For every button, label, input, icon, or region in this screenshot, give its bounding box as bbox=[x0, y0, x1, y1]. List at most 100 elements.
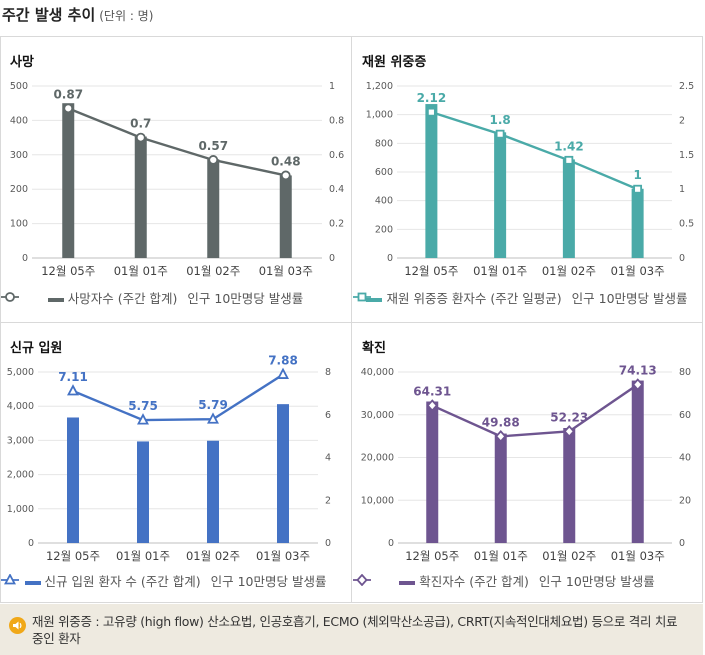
data-label: 52.23 bbox=[550, 410, 588, 424]
y-right-tick-label: 6 bbox=[325, 410, 331, 421]
data-label: 0.57 bbox=[198, 139, 228, 153]
y-right-tick-label: 80 bbox=[679, 367, 691, 378]
chart-svg: 0 100 200 300 400 500 0 0.2 0.4 0.6 0.8 1 12월 05주 01월… bbox=[10, 81, 344, 278]
line-point bbox=[277, 367, 289, 379]
y-right-tick-label: 0 bbox=[329, 253, 335, 264]
vertical-divider bbox=[351, 36, 352, 603]
legend-item-bar: 신규 입원 환자 수 (주간 합계) bbox=[24, 574, 201, 589]
series-line bbox=[431, 383, 639, 438]
bar bbox=[631, 380, 644, 543]
x-tick-label: 01월 03주 bbox=[256, 549, 310, 563]
legend-label: 인구 10만명당 발생률 bbox=[187, 291, 304, 306]
legend-swatch bbox=[366, 297, 383, 302]
y-left-tick-label: 40,000 bbox=[361, 367, 394, 378]
chart-title: 신규 입원 bbox=[10, 341, 63, 356]
bar bbox=[67, 417, 79, 543]
data-label: 7.11 bbox=[58, 370, 88, 384]
data-label: 49.88 bbox=[482, 415, 520, 429]
y-right-tick-label: 8 bbox=[325, 367, 331, 378]
y-left-tick-label: 300 bbox=[10, 150, 28, 161]
line-point bbox=[495, 430, 507, 443]
legend-label: 인구 10만명당 발생률 bbox=[571, 291, 688, 306]
x-tick-label: 01월 03주 bbox=[259, 264, 313, 278]
legend-label: 재원 위중증 환자수 (주간 일평균) bbox=[386, 291, 562, 306]
legend: 재원 위중증 환자수 (주간 일평균) 인구 10만명당 발생률 bbox=[352, 291, 702, 306]
y-left-tick-label: 20,000 bbox=[361, 453, 394, 464]
x-tick-label: 01월 03주 bbox=[611, 264, 665, 278]
data-label: 74.13 bbox=[619, 364, 657, 378]
legend-line-marker bbox=[1, 292, 19, 302]
y-right-tick-label: 4 bbox=[325, 453, 331, 464]
y-right-tick-label: 20 bbox=[679, 495, 691, 506]
y-right-tick-label: 0.2 bbox=[329, 219, 344, 230]
page-title-text: 주간 발생 추이 bbox=[2, 6, 96, 24]
y-left-tick-label: 0 bbox=[387, 253, 393, 264]
y-left-tick-label: 10,000 bbox=[361, 495, 394, 506]
y-left-tick-label: 30,000 bbox=[361, 410, 394, 421]
y-right-tick-label: 2 bbox=[325, 495, 331, 506]
chart-panel-death: 0 100 200 300 400 500 0 0.2 0.4 0.6 0.8 1 12월 05주 01월… bbox=[0, 37, 351, 322]
y-right-tick-label: 2.5 bbox=[679, 81, 694, 92]
data-label: 0.48 bbox=[271, 154, 301, 168]
x-tick-label: 12월 05주 bbox=[405, 549, 459, 563]
data-label: 5.79 bbox=[198, 398, 228, 412]
legend: 확진자수 (주간 합계) 인구 10만명당 발생률 bbox=[352, 574, 702, 589]
chart-title: 재원 위중증 bbox=[362, 55, 427, 70]
legend-item-bar: 사망자수 (주간 합계) bbox=[47, 291, 178, 306]
page-title: 주간 발생 추이 (단위 : 명) bbox=[2, 4, 153, 25]
x-tick-label: 01월 02주 bbox=[186, 549, 240, 563]
legend-swatch bbox=[24, 580, 41, 585]
chart-svg: 0 10,000 20,000 30,000 40,000 0 20 40 60 80 12월 05… bbox=[361, 364, 691, 563]
line-point bbox=[67, 384, 79, 396]
y-left-tick-label: 1,000 bbox=[366, 110, 393, 121]
y-right-tick-label: 0 bbox=[325, 538, 331, 549]
legend: 사망자수 (주간 합계) 인구 10만명당 발생률 bbox=[0, 291, 351, 306]
legend-line-marker bbox=[1, 574, 19, 585]
legend-swatch bbox=[47, 297, 64, 302]
chart-panel-confirmed: 0 10,000 20,000 30,000 40,000 0 20 40 60 80 12월 05… bbox=[352, 323, 702, 603]
legend-item-bar: 확진자수 (주간 합계) bbox=[399, 574, 529, 589]
line-point bbox=[137, 413, 149, 425]
y-right-tick-label: 0 bbox=[679, 538, 685, 549]
data-label: 7.88 bbox=[268, 354, 298, 368]
y-right-tick-label: 40 bbox=[679, 453, 691, 464]
bar bbox=[279, 175, 292, 258]
x-tick-label: 12월 05주 bbox=[41, 264, 95, 278]
data-label: 1 bbox=[633, 168, 641, 182]
bar bbox=[425, 104, 438, 258]
data-label: 5.75 bbox=[128, 399, 158, 413]
y-left-tick-label: 1,000 bbox=[7, 504, 34, 515]
bar bbox=[562, 159, 575, 258]
line-point bbox=[135, 132, 146, 143]
line-point bbox=[207, 412, 219, 424]
x-tick-label: 12월 05주 bbox=[46, 549, 100, 563]
y-right-tick-label: 0.8 bbox=[329, 115, 344, 126]
legend-label: 사망자수 (주간 합계) bbox=[67, 291, 178, 306]
y-left-tick-label: 400 bbox=[10, 115, 28, 126]
chart-svg: 0 1,000 2,000 3,000 4,000 5,000 0 2 4 6 8 12월 05주 01… bbox=[7, 354, 331, 563]
y-left-tick-label: 0 bbox=[22, 253, 28, 264]
y-right-tick-label: 1.5 bbox=[679, 150, 694, 161]
x-tick-label: 01월 02주 bbox=[542, 549, 596, 563]
bar bbox=[563, 428, 576, 543]
line-point bbox=[63, 103, 74, 114]
line-point bbox=[632, 378, 644, 391]
data-label: 1.8 bbox=[489, 113, 510, 127]
y-left-tick-label: 2,000 bbox=[7, 470, 34, 481]
chart-panel-admission: 0 1,000 2,000 3,000 4,000 5,000 0 2 4 6 8 12월 05주 01… bbox=[0, 323, 351, 603]
line-point bbox=[633, 184, 643, 194]
bar bbox=[62, 103, 75, 258]
legend-item-bar: 재원 위중증 환자수 (주간 일평균) bbox=[366, 291, 562, 306]
legend-item-line: 인구 10만명당 발생률 bbox=[1, 574, 327, 589]
bar bbox=[207, 440, 219, 543]
legend-label: 인구 10만명당 발생률 bbox=[210, 574, 327, 589]
y-right-tick-label: 0.6 bbox=[329, 150, 344, 161]
y-left-tick-label: 200 bbox=[375, 224, 393, 235]
x-tick-label: 01월 01주 bbox=[114, 264, 168, 278]
x-tick-label: 01월 02주 bbox=[542, 264, 596, 278]
y-left-tick-label: 500 bbox=[10, 81, 28, 92]
line-point bbox=[426, 399, 438, 412]
bar bbox=[137, 441, 149, 543]
chart-title: 사망 bbox=[10, 55, 34, 70]
y-right-tick-label: 0.5 bbox=[679, 219, 694, 230]
